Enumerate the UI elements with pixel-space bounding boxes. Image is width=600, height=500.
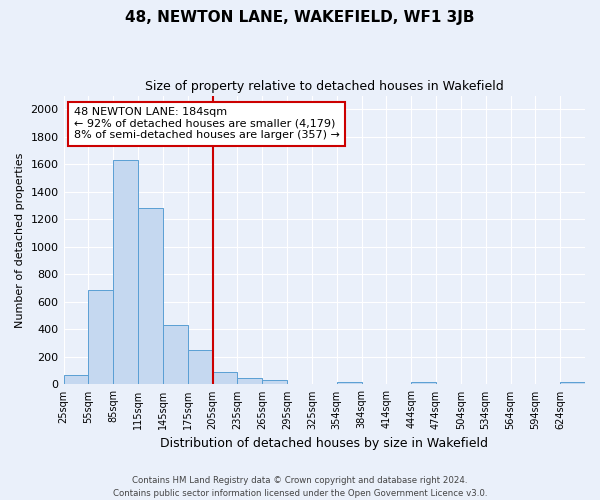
Bar <box>138 208 163 384</box>
Text: 48, NEWTON LANE, WAKEFIELD, WF1 3JB: 48, NEWTON LANE, WAKEFIELD, WF1 3JB <box>125 10 475 25</box>
Bar <box>88 290 113 384</box>
Bar <box>560 382 585 384</box>
Title: Size of property relative to detached houses in Wakefield: Size of property relative to detached ho… <box>145 80 503 93</box>
Text: 48 NEWTON LANE: 184sqm
← 92% of detached houses are smaller (4,179)
8% of semi-d: 48 NEWTON LANE: 184sqm ← 92% of detached… <box>74 107 340 140</box>
Bar <box>163 324 188 384</box>
Bar <box>337 382 362 384</box>
Bar <box>188 350 212 384</box>
Bar <box>212 372 238 384</box>
Text: Contains HM Land Registry data © Crown copyright and database right 2024.
Contai: Contains HM Land Registry data © Crown c… <box>113 476 487 498</box>
Bar <box>411 382 436 384</box>
Bar <box>238 378 262 384</box>
X-axis label: Distribution of detached houses by size in Wakefield: Distribution of detached houses by size … <box>160 437 488 450</box>
Bar <box>113 160 138 384</box>
Bar <box>262 380 287 384</box>
Bar <box>64 375 88 384</box>
Y-axis label: Number of detached properties: Number of detached properties <box>15 152 25 328</box>
